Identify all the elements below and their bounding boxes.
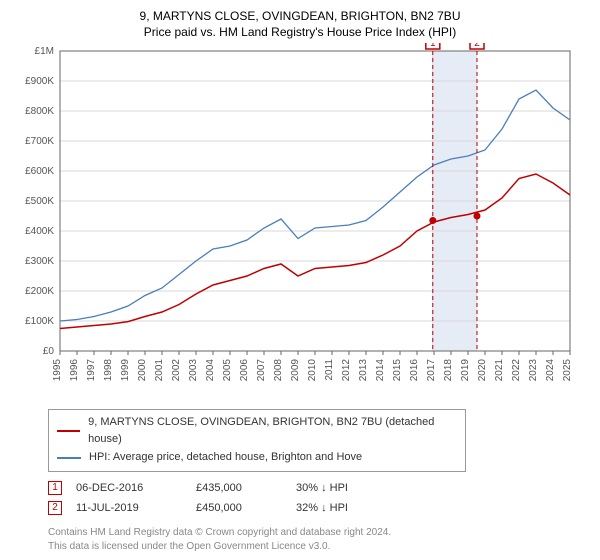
svg-text:2006: 2006: [239, 358, 250, 381]
legend: 9, MARTYNS CLOSE, OVINGDEAN, BRIGHTON, B…: [48, 409, 466, 472]
table-row: 2 11-JUL-2019 £450,000 32% ↓ HPI: [48, 498, 590, 518]
svg-text:£200K: £200K: [25, 286, 54, 297]
svg-text:1995: 1995: [52, 358, 63, 381]
svg-text:2001: 2001: [154, 358, 165, 381]
legend-item-hpi: HPI: Average price, detached house, Brig…: [57, 449, 457, 467]
svg-text:2013: 2013: [358, 358, 369, 381]
svg-text:1: 1: [430, 43, 436, 49]
line-chart: £0 £100K £200K £300K £400K £500K £600K £700K £80…: [20, 43, 580, 393]
legend-swatch: [57, 430, 80, 432]
svg-text:2002: 2002: [171, 358, 182, 381]
footer-line: This data is licensed under the Open Gov…: [48, 540, 590, 554]
svg-text:2014: 2014: [375, 358, 386, 381]
sale-pct: 32% ↓ HPI: [296, 502, 416, 514]
svg-text:1997: 1997: [86, 358, 97, 381]
chart-title: 9, MARTYNS CLOSE, OVINGDEAN, BRIGHTON, B…: [10, 8, 590, 25]
svg-text:2015: 2015: [392, 358, 403, 381]
svg-text:£800K: £800K: [25, 106, 54, 117]
svg-text:1998: 1998: [103, 358, 114, 381]
svg-text:2010: 2010: [307, 358, 318, 381]
svg-text:2020: 2020: [477, 358, 488, 381]
svg-text:£700K: £700K: [25, 136, 54, 147]
svg-text:£400K: £400K: [25, 226, 54, 237]
sale-date: 11-JUL-2019: [76, 502, 196, 514]
sale-marker-2: 2: [48, 501, 62, 515]
chart-subtitle: Price paid vs. HM Land Registry's House …: [10, 25, 590, 39]
svg-text:2022: 2022: [511, 358, 522, 381]
svg-text:2005: 2005: [222, 358, 233, 381]
svg-text:£900K: £900K: [25, 76, 54, 87]
svg-text:2018: 2018: [443, 358, 454, 381]
svg-text:1996: 1996: [69, 358, 80, 381]
svg-text:£500K: £500K: [25, 196, 54, 207]
legend-item-property: 9, MARTYNS CLOSE, OVINGDEAN, BRIGHTON, B…: [57, 414, 457, 449]
sale-marker-1: 1: [48, 481, 62, 495]
svg-text:2: 2: [474, 43, 480, 49]
svg-text:2024: 2024: [545, 358, 556, 381]
svg-text:2009: 2009: [290, 358, 301, 381]
svg-text:2011: 2011: [324, 358, 335, 380]
svg-text:£1M: £1M: [35, 46, 54, 57]
svg-text:£600K: £600K: [25, 166, 54, 177]
sale-price: £450,000: [196, 502, 296, 514]
legend-label: HPI: Average price, detached house, Brig…: [89, 449, 362, 467]
svg-text:2012: 2012: [341, 358, 352, 381]
svg-text:2016: 2016: [409, 358, 420, 381]
svg-text:2000: 2000: [137, 358, 148, 381]
svg-text:2025: 2025: [562, 358, 573, 381]
svg-text:2008: 2008: [273, 358, 284, 381]
sale-price: £435,000: [196, 482, 296, 494]
svg-text:2004: 2004: [205, 358, 216, 381]
svg-text:2017: 2017: [426, 358, 437, 381]
legend-label: 9, MARTYNS CLOSE, OVINGDEAN, BRIGHTON, B…: [88, 414, 457, 449]
svg-text:1999: 1999: [120, 358, 131, 381]
sale-pct: 30% ↓ HPI: [296, 482, 416, 494]
legend-swatch: [57, 457, 81, 459]
svg-text:2021: 2021: [494, 358, 505, 381]
svg-text:2019: 2019: [460, 358, 471, 381]
svg-text:£300K: £300K: [25, 256, 54, 267]
footer-line: Contains HM Land Registry data © Crown c…: [48, 526, 590, 540]
svg-text:£100K: £100K: [25, 316, 54, 327]
svg-text:2007: 2007: [256, 358, 267, 381]
svg-text:2023: 2023: [528, 358, 539, 381]
sales-table: 1 06-DEC-2016 £435,000 30% ↓ HPI 2 11-JU…: [48, 478, 590, 518]
svg-text:2003: 2003: [188, 358, 199, 381]
table-row: 1 06-DEC-2016 £435,000 30% ↓ HPI: [48, 478, 590, 498]
footer-attribution: Contains HM Land Registry data © Crown c…: [48, 526, 590, 554]
sale-date: 06-DEC-2016: [76, 482, 196, 494]
svg-text:£0: £0: [43, 346, 55, 357]
